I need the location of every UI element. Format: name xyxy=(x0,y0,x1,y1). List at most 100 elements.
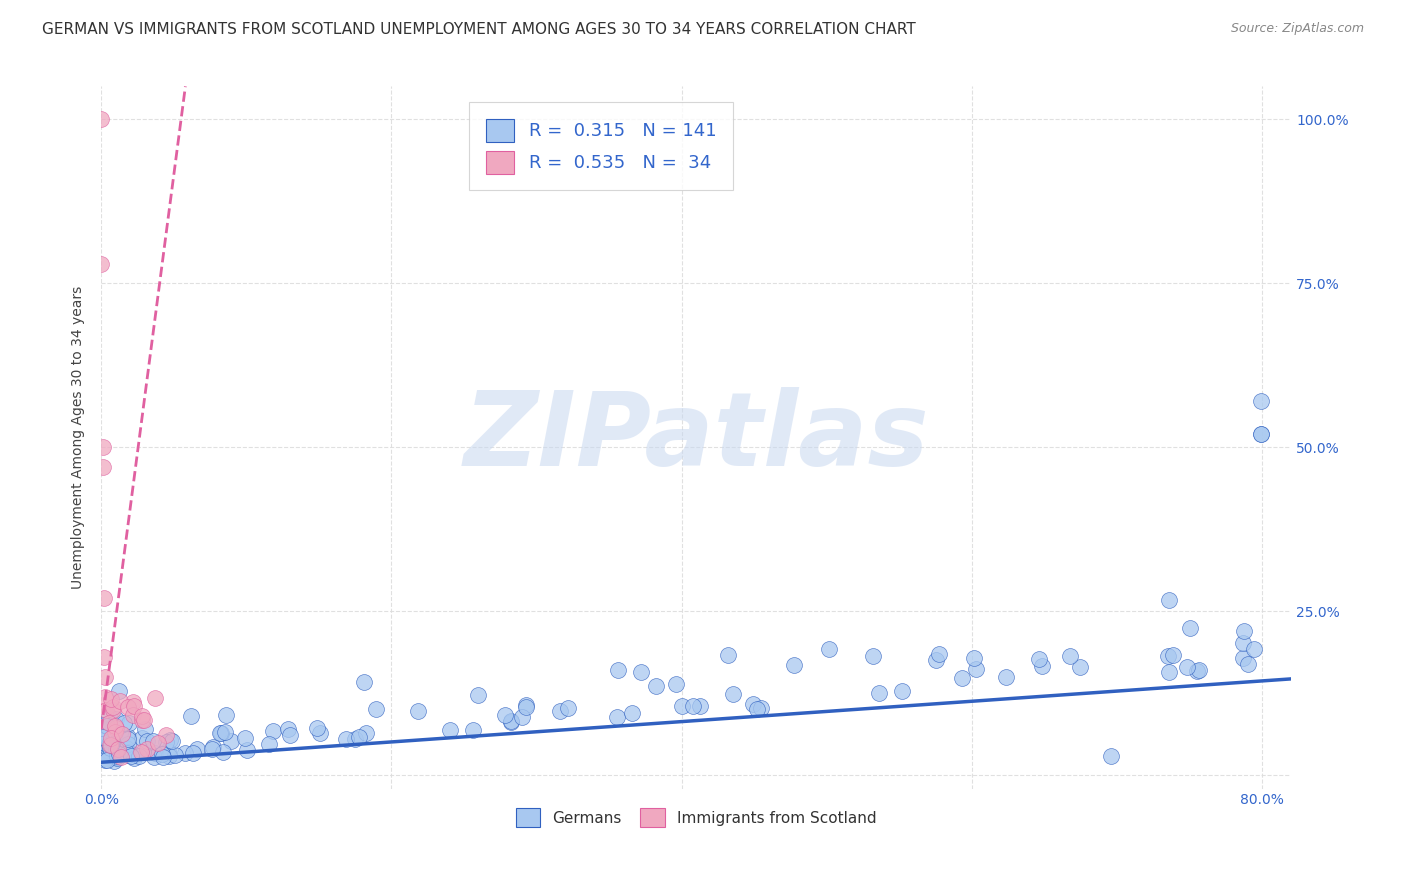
Point xyxy=(439,723,461,738)
Point xyxy=(1069,660,1091,674)
Point xyxy=(645,679,668,693)
Point xyxy=(93,650,115,665)
Point xyxy=(1031,659,1053,673)
Point xyxy=(620,706,643,721)
Point xyxy=(344,731,367,746)
Point xyxy=(950,672,973,686)
Point xyxy=(91,440,114,454)
Point xyxy=(107,747,129,761)
Point xyxy=(965,662,987,676)
Point xyxy=(107,684,129,698)
Point xyxy=(262,724,284,739)
Point xyxy=(112,715,135,730)
Point xyxy=(122,708,145,723)
Point xyxy=(117,737,139,751)
Point xyxy=(90,256,112,270)
Point xyxy=(104,721,127,735)
Point xyxy=(103,703,125,717)
Point xyxy=(557,701,579,715)
Point xyxy=(110,750,132,764)
Point xyxy=(890,684,912,698)
Point xyxy=(148,736,170,750)
Point xyxy=(142,733,165,747)
Point xyxy=(94,703,117,717)
Point xyxy=(97,709,120,723)
Point xyxy=(120,748,142,763)
Point xyxy=(1232,636,1254,650)
Point xyxy=(1059,649,1081,664)
Point xyxy=(201,741,224,756)
Point xyxy=(103,739,125,753)
Point xyxy=(96,753,118,767)
Point xyxy=(1187,664,1209,678)
Point xyxy=(1243,641,1265,656)
Point xyxy=(515,698,537,713)
Point xyxy=(115,740,138,755)
Point xyxy=(1159,665,1181,680)
Point xyxy=(467,688,489,702)
Point xyxy=(499,714,522,728)
Point xyxy=(155,728,177,742)
Point xyxy=(817,641,839,656)
Point xyxy=(104,742,127,756)
Point xyxy=(366,702,388,716)
Point xyxy=(152,750,174,764)
Point xyxy=(93,736,115,750)
Point xyxy=(110,693,132,707)
Point xyxy=(1233,624,1256,638)
Point xyxy=(278,729,301,743)
Point xyxy=(94,690,117,704)
Point xyxy=(105,750,128,764)
Point xyxy=(100,738,122,752)
Point xyxy=(548,704,571,718)
Point xyxy=(862,649,884,664)
Point xyxy=(606,710,628,724)
Point xyxy=(131,709,153,723)
Point xyxy=(90,112,112,127)
Point xyxy=(868,686,890,700)
Point xyxy=(783,658,806,673)
Point xyxy=(1099,748,1122,763)
Point xyxy=(129,745,152,759)
Point xyxy=(131,713,153,727)
Point xyxy=(98,715,121,730)
Point xyxy=(665,677,688,691)
Point xyxy=(689,698,711,713)
Point xyxy=(215,707,238,722)
Point xyxy=(308,726,330,740)
Point xyxy=(94,753,117,767)
Point xyxy=(277,723,299,737)
Point xyxy=(962,651,984,665)
Point xyxy=(155,735,177,749)
Point xyxy=(97,737,120,751)
Point xyxy=(741,697,763,711)
Point xyxy=(1028,651,1050,665)
Point xyxy=(91,460,114,475)
Point xyxy=(347,730,370,744)
Point xyxy=(1161,648,1184,663)
Point xyxy=(104,736,127,750)
Point xyxy=(335,732,357,747)
Point xyxy=(122,695,145,709)
Point xyxy=(91,731,114,745)
Point xyxy=(186,741,208,756)
Y-axis label: Unemployment Among Ages 30 to 34 years: Unemployment Among Ages 30 to 34 years xyxy=(72,285,86,589)
Point xyxy=(233,731,256,745)
Point xyxy=(494,708,516,723)
Point xyxy=(93,670,115,684)
Point xyxy=(94,750,117,764)
Point xyxy=(208,726,231,740)
Point xyxy=(607,663,630,677)
Point xyxy=(142,750,165,764)
Point xyxy=(1180,622,1202,636)
Point xyxy=(212,745,235,759)
Point xyxy=(156,744,179,758)
Point xyxy=(104,719,127,733)
Point xyxy=(259,737,281,751)
Point xyxy=(209,726,232,740)
Point xyxy=(219,733,242,747)
Point xyxy=(1187,665,1209,679)
Point xyxy=(96,719,118,733)
Point xyxy=(180,708,202,723)
Point xyxy=(512,710,534,724)
